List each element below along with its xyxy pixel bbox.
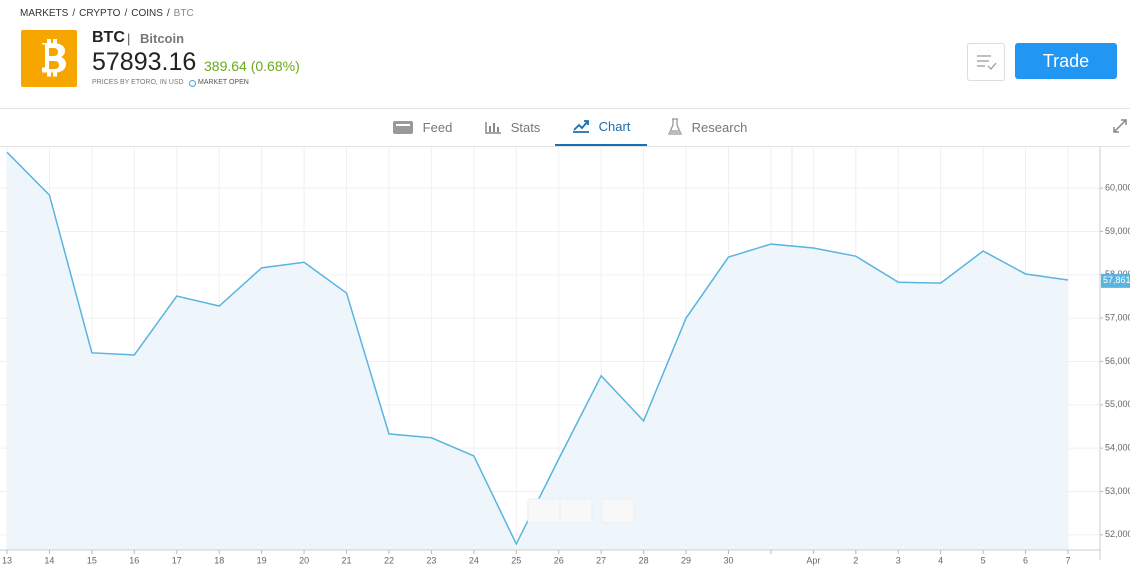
tab-label: Stats	[510, 119, 541, 135]
breadcrumb-item[interactable]: MARKETS	[20, 8, 69, 19]
tab[interactable]: Research	[662, 108, 752, 146]
instrument-name: Bitcoin	[140, 31, 185, 46]
y-tick-label: 52,000	[1105, 529, 1130, 539]
x-tick-label: 26	[554, 555, 564, 565]
x-tick-label: 25	[511, 555, 521, 565]
divider: |	[127, 31, 131, 46]
x-tick-label: 14	[44, 555, 54, 565]
x-tick-label: 16	[129, 555, 139, 565]
breadcrumb-item[interactable]: BTC	[173, 8, 194, 19]
tab[interactable]: Feed	[390, 108, 454, 146]
x-tick-label: 6	[1023, 555, 1028, 565]
x-tick-label: 5	[981, 555, 986, 565]
x-tick-label: 22	[384, 555, 394, 565]
x-tick-label: 7	[1065, 555, 1070, 565]
y-tick-label: 54,000	[1105, 443, 1130, 453]
price-chart: 52,00053,00054,00055,00056,00057,00058,0…	[0, 147, 1130, 565]
x-tick-label: 19	[257, 555, 267, 565]
tab[interactable]: Stats	[480, 108, 544, 146]
x-tick-label: 30	[723, 555, 733, 565]
x-tick-label: 4	[938, 555, 943, 565]
divider-line	[0, 108, 1130, 109]
market-status: MARKET OPEN	[198, 79, 249, 86]
y-tick-label: 57,000	[1105, 313, 1130, 323]
tab-icon	[484, 122, 501, 134]
x-tick-label: 15	[87, 555, 97, 565]
y-tick-label: 59,000	[1105, 226, 1130, 236]
breadcrumb-separator: /	[166, 8, 170, 19]
y-tick-label: 55,000	[1105, 399, 1130, 409]
x-tick-label: 17	[172, 555, 182, 565]
x-tick-label: Apr	[806, 555, 820, 565]
x-tick-label: 18	[214, 555, 224, 565]
x-tick-label: 28	[639, 555, 649, 565]
price: 57893.16	[92, 48, 197, 76]
zoom-control	[559, 498, 593, 524]
zoom-control	[601, 498, 635, 524]
breadcrumb-item[interactable]: COINS	[131, 8, 163, 19]
last-price-tag	[1101, 273, 1130, 288]
x-tick-label: 3	[896, 555, 901, 565]
breadcrumb-item[interactable]: CRYPTO	[79, 8, 121, 19]
price-change: 389.64 (0.68%)	[204, 58, 300, 74]
x-tick-label: 23	[426, 555, 436, 565]
zoom-control	[527, 498, 561, 524]
breadcrumb-separator: /	[72, 8, 76, 19]
tab-label: Research	[691, 119, 748, 135]
x-tick-label: 21	[342, 555, 352, 565]
breadcrumb-separator: /	[124, 8, 128, 19]
last-price-label: 57,861	[1103, 275, 1130, 285]
tab-label: Chart	[598, 118, 631, 134]
y-tick-label: 60,000	[1105, 183, 1130, 193]
watchlist-button[interactable]	[967, 43, 1005, 81]
breadcrumb: MARKETS / CRYPTO / COINS / BTC	[20, 8, 198, 19]
x-tick-label: 24	[469, 555, 479, 565]
divider-line	[0, 146, 1130, 147]
bitcoin-logo	[21, 30, 77, 87]
tab-icon	[667, 118, 682, 135]
x-tick-label: 2	[853, 555, 858, 565]
x-tick-label: 13	[2, 555, 12, 565]
trade-button[interactable]: Trade	[1015, 43, 1117, 79]
x-tick-label: 20	[299, 555, 309, 565]
clock-icon	[189, 80, 196, 87]
expand-icon[interactable]	[1112, 118, 1128, 134]
y-tick-label: 53,000	[1105, 486, 1130, 496]
price-source: PRICES BY ETORO, IN USD	[92, 79, 184, 86]
y-tick-label: 56,000	[1105, 356, 1130, 366]
x-tick-label: 27	[596, 555, 606, 565]
x-tick-label: 29	[681, 555, 691, 565]
tab-icon	[392, 121, 413, 134]
tab[interactable]: Chart	[555, 108, 647, 146]
tab-icon	[572, 120, 589, 133]
area	[7, 152, 1068, 550]
tab-label: Feed	[422, 119, 453, 135]
symbol: BTC	[92, 29, 125, 46]
